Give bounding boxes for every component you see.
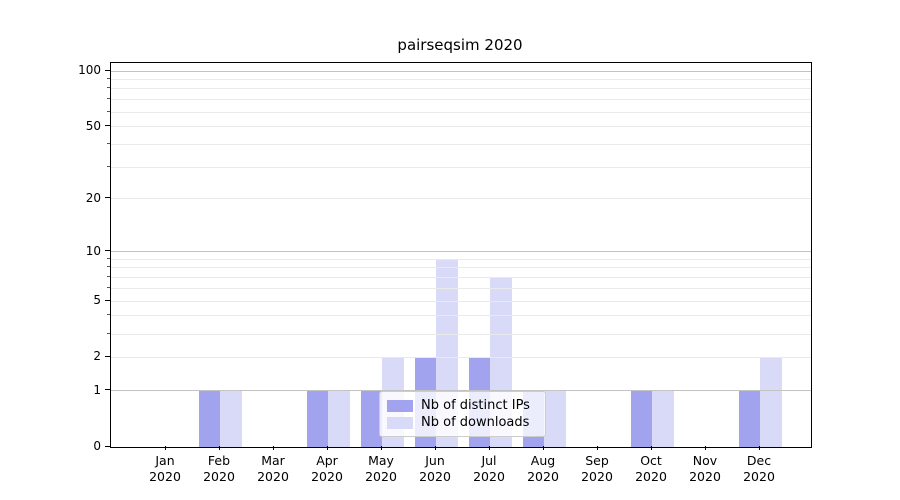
gridline-minor-30 <box>111 166 811 168</box>
y-minor-tick-mark-8 <box>107 266 110 268</box>
x-tick-label-apr-2020: Apr 2020 <box>311 453 343 484</box>
x-tick-label-feb-2020: Feb 2020 <box>203 453 235 484</box>
x-tick-label-jul-2020: Jul 2020 <box>473 453 505 484</box>
x-tick-label-sep-2020: Sep 2020 <box>581 453 613 484</box>
y-minor-tick-mark-70 <box>107 98 110 100</box>
y-minor-tick-mark-30 <box>107 165 110 167</box>
bar-nb-of-distinct-ips-dec-2020 <box>738 390 760 447</box>
chart-title: pairseqsim 2020 <box>397 36 523 54</box>
gridline-minor-8 <box>111 267 811 269</box>
gridline-minor-6 <box>111 287 811 289</box>
legend-row-distinct-ips: Nb of distinct IPs <box>387 398 537 414</box>
bar-nb-of-distinct-ips-may-2020 <box>360 390 382 447</box>
y-tick-mark-1 <box>105 389 110 391</box>
y-tick-label-1: 1 <box>93 382 101 397</box>
y-tick-label-5: 5 <box>93 293 101 308</box>
y-tick-mark-0 <box>105 445 110 447</box>
y-minor-tick-mark-90 <box>107 77 110 79</box>
y-minor-tick-mark-9 <box>107 257 110 259</box>
x-tick-label-nov-2020: Nov 2020 <box>689 453 721 484</box>
gridline-minor-7 <box>111 277 811 279</box>
gridline-minor-60 <box>111 111 811 113</box>
x-tick-mark-aug-2020 <box>542 446 544 450</box>
gridline-major-10 <box>111 251 811 253</box>
bar-nb-of-downloads-feb-2020 <box>220 390 242 447</box>
x-tick-mark-jun-2020 <box>434 446 436 450</box>
x-tick-mark-oct-2020 <box>650 446 652 450</box>
x-tick-mark-jul-2020 <box>488 446 490 450</box>
y-minor-tick-mark-60 <box>107 110 110 112</box>
y-tick-mark-5 <box>105 299 110 301</box>
legend-row-downloads: Nb of downloads <box>387 415 537 431</box>
y-tick-mark-50 <box>105 125 110 127</box>
legend-swatch-distinct-ips <box>387 400 413 412</box>
x-tick-mark-mar-2020 <box>272 446 274 450</box>
y-tick-label-50: 50 <box>85 118 101 133</box>
legend-label-downloads: Nb of downloads <box>421 415 530 430</box>
x-tick-label-oct-2020: Oct 2020 <box>635 453 667 484</box>
bar-nb-of-distinct-ips-feb-2020 <box>198 390 220 447</box>
gridline-minor-40 <box>111 143 811 145</box>
y-tick-label-0: 0 <box>93 439 101 453</box>
gridline-minor-5 <box>111 300 811 302</box>
y-tick-mark-10 <box>105 250 110 252</box>
legend-swatch-downloads <box>387 417 413 429</box>
y-minor-tick-mark-80 <box>107 87 110 89</box>
y-tick-label-20: 20 <box>85 190 101 205</box>
x-tick-mark-dec-2020 <box>758 446 760 450</box>
x-tick-label-dec-2020: Dec 2020 <box>743 453 775 484</box>
y-tick-label-2: 2 <box>93 349 101 364</box>
bar-nb-of-downloads-apr-2020 <box>328 390 350 447</box>
gridline-minor-50 <box>111 126 811 128</box>
gridline-minor-90 <box>111 78 811 80</box>
y-minor-tick-mark-7 <box>107 276 110 278</box>
x-tick-mark-sep-2020 <box>596 446 598 450</box>
bar-nb-of-distinct-ips-oct-2020 <box>630 390 652 447</box>
gridline-minor-80 <box>111 88 811 90</box>
y-minor-tick-mark-6 <box>107 286 110 288</box>
gridline-major-100 <box>111 70 811 72</box>
legend-label-distinct-ips: Nb of distinct IPs <box>421 398 530 413</box>
y-tick-label-10: 10 <box>85 243 101 258</box>
y-tick-label-100: 100 <box>78 63 101 77</box>
x-tick-label-jun-2020: Jun 2020 <box>419 453 451 484</box>
y-minor-tick-mark-3 <box>107 332 110 334</box>
gridline-minor-4 <box>111 315 811 317</box>
bar-nb-of-downloads-oct-2020 <box>652 390 674 447</box>
gridline-minor-2 <box>111 356 811 358</box>
gridline-minor-70 <box>111 99 811 101</box>
x-tick-mark-feb-2020 <box>218 446 220 450</box>
bar-nb-of-downloads-dec-2020 <box>760 357 782 447</box>
x-tick-mark-jan-2020 <box>164 446 166 450</box>
bar-nb-of-downloads-aug-2020 <box>544 390 566 447</box>
y-tick-mark-2 <box>105 355 110 357</box>
gridline-minor-20 <box>111 198 811 200</box>
bar-nb-of-distinct-ips-apr-2020 <box>306 390 328 447</box>
x-tick-label-may-2020: May 2020 <box>365 453 397 484</box>
gridline-major-1 <box>111 390 811 392</box>
x-tick-mark-nov-2020 <box>704 446 706 450</box>
y-minor-tick-mark-40 <box>107 142 110 144</box>
y-minor-tick-mark-4 <box>107 314 110 316</box>
y-tick-mark-100 <box>105 69 110 71</box>
gridline-minor-3 <box>111 333 811 335</box>
y-tick-mark-20 <box>105 197 110 199</box>
x-tick-label-aug-2020: Aug 2020 <box>527 453 559 484</box>
x-tick-label-mar-2020: Mar 2020 <box>257 453 289 484</box>
legend: Nb of distinct IPs Nb of downloads <box>379 391 546 437</box>
x-tick-mark-may-2020 <box>380 446 382 450</box>
gridline-minor-9 <box>111 258 811 260</box>
x-tick-mark-apr-2020 <box>326 446 328 450</box>
x-tick-label-jan-2020: Jan 2020 <box>149 453 181 484</box>
